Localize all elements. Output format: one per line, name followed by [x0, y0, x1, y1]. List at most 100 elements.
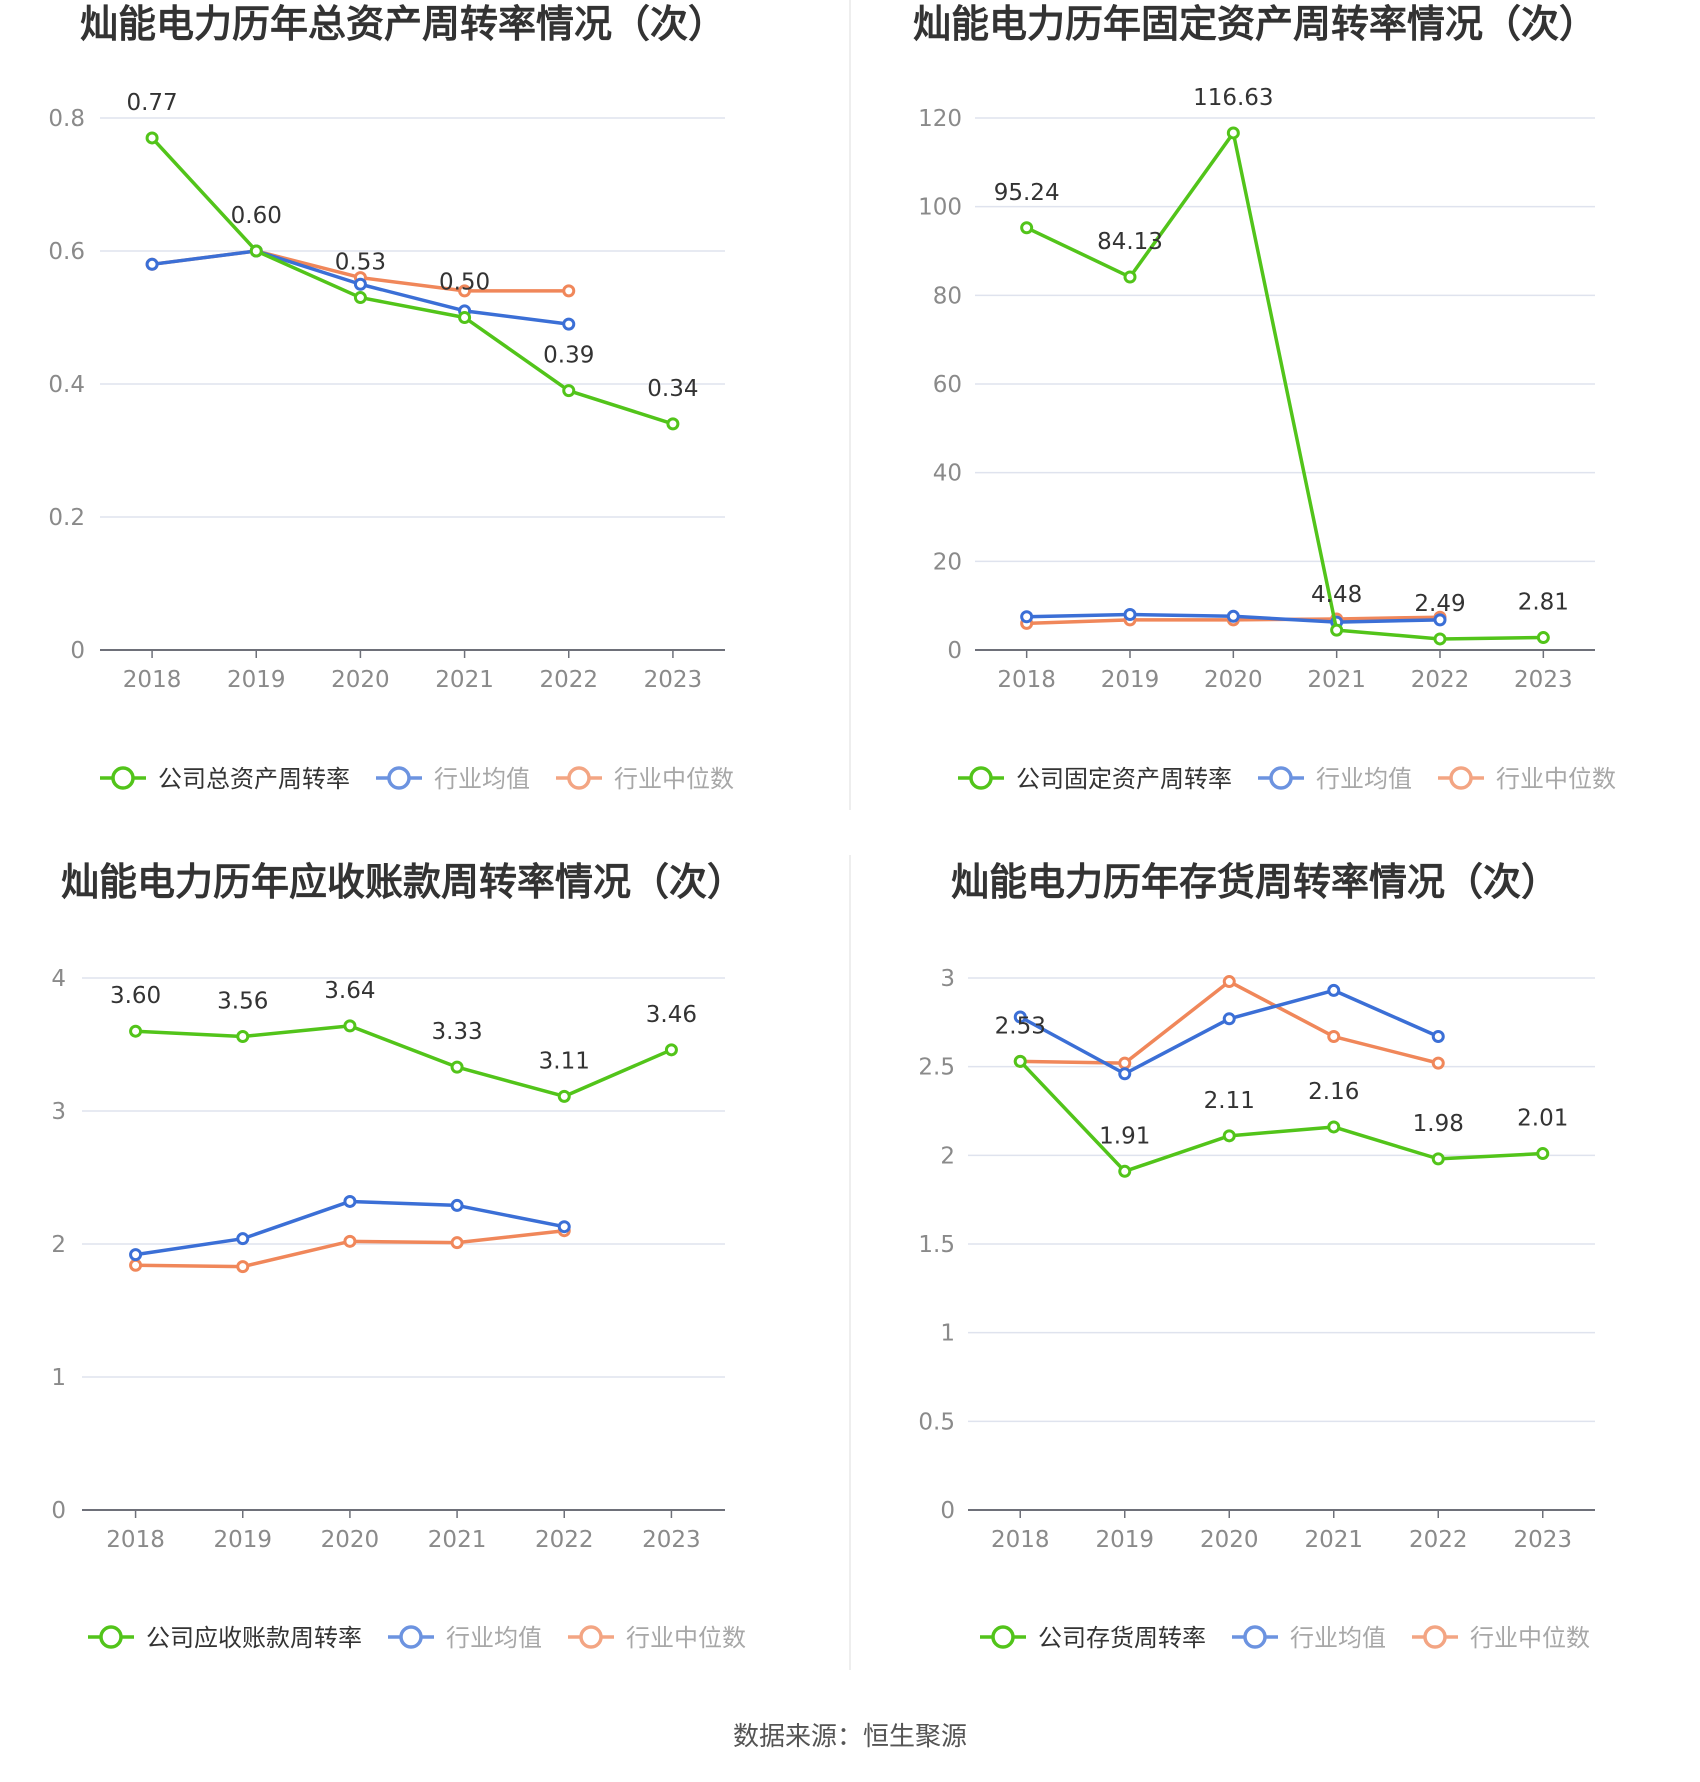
data-point — [1536, 631, 1550, 645]
chart-panel-2: 灿能电力历年固定资产周转率情况（次） 0 20 40 60 80 100 120 2018 201… — [913, 2, 1616, 793]
series-line-1 — [150, 136, 674, 426]
data-point — [1020, 610, 1034, 624]
data-point — [562, 317, 576, 331]
data-label: 3.11 — [539, 1048, 590, 1074]
x-tick-label: 2018 — [106, 1527, 165, 1553]
legend-marker — [579, 1625, 603, 1649]
y-tick-label: 100 — [918, 195, 962, 221]
data-label: 84.13 — [1097, 229, 1163, 255]
y-tick-label: 120 — [918, 106, 962, 132]
y-tick-label: 0 — [947, 638, 962, 664]
legend-marker — [1243, 1625, 1267, 1649]
data-label: 3.60 — [110, 983, 161, 1009]
x-tick-label: 2021 — [428, 1527, 487, 1553]
y-tick-label: 0.6 — [48, 239, 85, 265]
chart-title: 灿能电力历年固定资产周转率情况（次） — [913, 2, 1597, 46]
data-point — [666, 417, 680, 431]
x-tick-label: 2023 — [644, 667, 703, 693]
data-label: 3.33 — [431, 1019, 482, 1045]
data-label: 2.16 — [1308, 1079, 1359, 1105]
data-point — [129, 1258, 143, 1272]
data-point — [450, 1060, 464, 1074]
data-point — [1431, 1152, 1445, 1166]
x-tick-label: 2020 — [321, 1527, 380, 1553]
data-label: 0.53 — [335, 250, 386, 276]
data-label: 2.81 — [1518, 590, 1569, 616]
data-point — [1020, 221, 1034, 235]
data-point — [249, 244, 263, 258]
x-tick-label: 2022 — [535, 1527, 594, 1553]
data-point — [1226, 609, 1240, 623]
data-label: 3.56 — [217, 989, 268, 1015]
x-tick-label: 2018 — [997, 667, 1056, 693]
y-tick-label: 0.2 — [48, 505, 85, 531]
x-tick-label: 2022 — [1411, 667, 1470, 693]
data-point — [557, 1089, 571, 1103]
data-point — [1118, 1067, 1132, 1081]
data-label: 116.63 — [1193, 85, 1273, 111]
x-tick-label: 2020 — [331, 667, 390, 693]
x-tick-label: 2021 — [435, 667, 494, 693]
data-label: 3.46 — [646, 1002, 697, 1028]
legend-marker — [399, 1625, 423, 1649]
chart-title: 灿能电力历年应收账款周转率情况（次） — [61, 860, 745, 904]
x-tick-label: 2022 — [1409, 1527, 1468, 1553]
legend-label: 行业均值 — [434, 765, 530, 793]
data-point — [145, 257, 159, 271]
legend-item-3: 行业中位数 — [1438, 765, 1616, 793]
legend-label: 行业中位数 — [1470, 1624, 1590, 1652]
y-tick-label: 0 — [51, 1498, 66, 1524]
y-tick-label: 4 — [51, 966, 66, 992]
legend-marker — [1269, 766, 1293, 790]
chart-title: 灿能电力历年总资产周转率情况（次） — [80, 2, 726, 46]
y-tick-label: 20 — [933, 549, 962, 575]
y-tick-label: 0.5 — [918, 1409, 955, 1435]
data-label: 4.48 — [1311, 582, 1362, 608]
y-tick-label: 2.5 — [918, 1055, 955, 1081]
y-tick-label: 1 — [940, 1321, 955, 1347]
legend-label: 公司应收账款周转率 — [146, 1624, 362, 1652]
x-tick-label: 2021 — [1304, 1527, 1363, 1553]
data-label: 2.49 — [1414, 591, 1465, 617]
y-tick-label: 2 — [51, 1232, 66, 1258]
legend-label: 行业中位数 — [614, 765, 734, 793]
chart-panel-1: 灿能电力历年总资产周转率情况（次） 0 0.2 0.4 0.6 0.8 2018 2019 20… — [48, 2, 734, 793]
data-point — [1433, 632, 1447, 646]
legend-marker — [969, 766, 993, 790]
legend-label: 行业中位数 — [626, 1624, 746, 1652]
data-point — [1330, 623, 1344, 637]
legend-item-1: 公司总资产周转率 — [100, 765, 350, 793]
data-point — [343, 1019, 357, 1033]
y-tick-label: 1.5 — [918, 1232, 955, 1258]
series-line-1 — [1025, 131, 1544, 641]
data-label: 0.34 — [647, 376, 698, 402]
legend-label: 行业均值 — [1316, 765, 1412, 793]
legend-marker — [387, 766, 411, 790]
data-point — [353, 291, 367, 305]
x-tick-label: 2019 — [1095, 1527, 1154, 1553]
data-point — [1327, 983, 1341, 997]
y-tick-label: 40 — [933, 461, 962, 487]
legend-label: 行业均值 — [1290, 1624, 1386, 1652]
data-point — [1327, 1030, 1341, 1044]
y-tick-label: 1 — [51, 1365, 66, 1391]
data-label: 3.64 — [324, 978, 375, 1004]
y-tick-label: 0 — [70, 638, 85, 664]
y-tick-label: 60 — [933, 372, 962, 398]
data-point — [1013, 1010, 1027, 1024]
data-source: 数据来源：恒生聚源 — [733, 1722, 967, 1752]
legend-item-1: 公司应收账款周转率 — [88, 1624, 362, 1652]
y-tick-label: 0.8 — [48, 106, 85, 132]
data-point — [458, 311, 472, 324]
legend-label: 公司存货周转率 — [1038, 1624, 1206, 1652]
legend-item-2: 行业均值 — [1258, 765, 1412, 793]
x-tick-label: 2019 — [1101, 667, 1160, 693]
data-point — [450, 1198, 464, 1212]
data-point — [129, 1248, 143, 1262]
legend-label: 行业均值 — [446, 1624, 542, 1652]
data-point — [1123, 270, 1137, 284]
chart-panel-3: 灿能电力历年应收账款周转率情况（次） 0 1 2 3 4 2018 2019 2020 2021 2… — [51, 860, 746, 1652]
data-label: 1.98 — [1413, 1111, 1464, 1137]
